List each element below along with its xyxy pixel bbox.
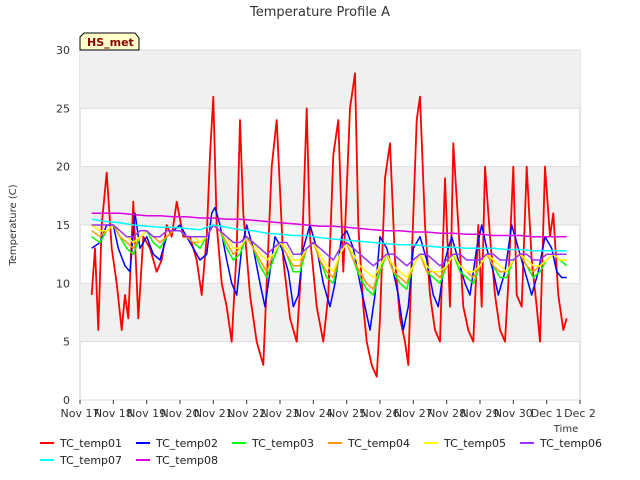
legend-label: TC_temp01 (59, 437, 122, 450)
y-tick-label: 15 (56, 219, 70, 232)
series-line-tc_temp06 (91, 224, 567, 267)
legend-label: TC_temp03 (251, 437, 314, 450)
x-tick-label: Nov 23 (261, 407, 300, 420)
site-label-background (79, 32, 140, 51)
y-tick-label: 20 (56, 161, 70, 174)
y-tick-label: 25 (56, 102, 70, 115)
x-tick-label: Nov 22 (227, 407, 266, 420)
legend-label: TC_temp05 (443, 437, 506, 450)
x-tick-label: Nov 18 (94, 407, 133, 420)
site-label: HS_met (87, 36, 134, 49)
y-tick-label: 5 (63, 336, 70, 349)
x-tick-label: Nov 17 (61, 407, 100, 420)
x-axis-label: Time (553, 424, 578, 435)
x-tick-label: Nov 30 (494, 407, 533, 420)
x-tick-label: Nov 26 (361, 407, 400, 420)
series-line-tc_temp08 (91, 212, 567, 238)
x-tick-label: Dec 1 (531, 407, 563, 420)
series-line-tc_temp07 (91, 218, 567, 252)
gridlines (80, 49, 580, 401)
y-axis-ticks: 0 5 10 15 20 25 30 (56, 44, 70, 407)
legend: TC_temp01 TC_temp02 TC_temp03 TC_temp04 TC_t… (40, 437, 602, 467)
x-tick-label: Nov 29 (461, 407, 500, 420)
legend-label: TC_temp08 (155, 454, 218, 467)
x-tick-label: Nov 20 (161, 407, 200, 420)
site-label-box: HS_met (79, 32, 140, 51)
series-line-tc_temp02 (91, 206, 567, 331)
x-tick-label: Nov 24 (294, 407, 333, 420)
x-tick-label: Nov 27 (394, 407, 433, 420)
legend-label: TC_temp07 (59, 454, 122, 467)
y-tick-label: 30 (56, 44, 70, 57)
x-tick-label: Nov 28 (427, 407, 466, 420)
x-tick-label: Nov 21 (194, 407, 233, 420)
y-axis-label: Temperature (C) (8, 184, 19, 266)
x-tick-label: Nov 19 (127, 407, 166, 420)
x-tick-label: Nov 25 (327, 407, 366, 420)
chart-title: Temperature Profile A (249, 5, 390, 20)
series-lines (90, 72, 568, 378)
legend-label: TC_temp06 (539, 437, 602, 450)
y-tick-label: 0 (63, 394, 70, 407)
x-tick-label: Dec 2 (564, 407, 596, 420)
legend-label: TC_temp02 (155, 437, 218, 450)
plot-band (80, 50, 580, 109)
y-tick-label: 10 (56, 277, 70, 290)
legend-label: TC_temp04 (347, 437, 410, 450)
